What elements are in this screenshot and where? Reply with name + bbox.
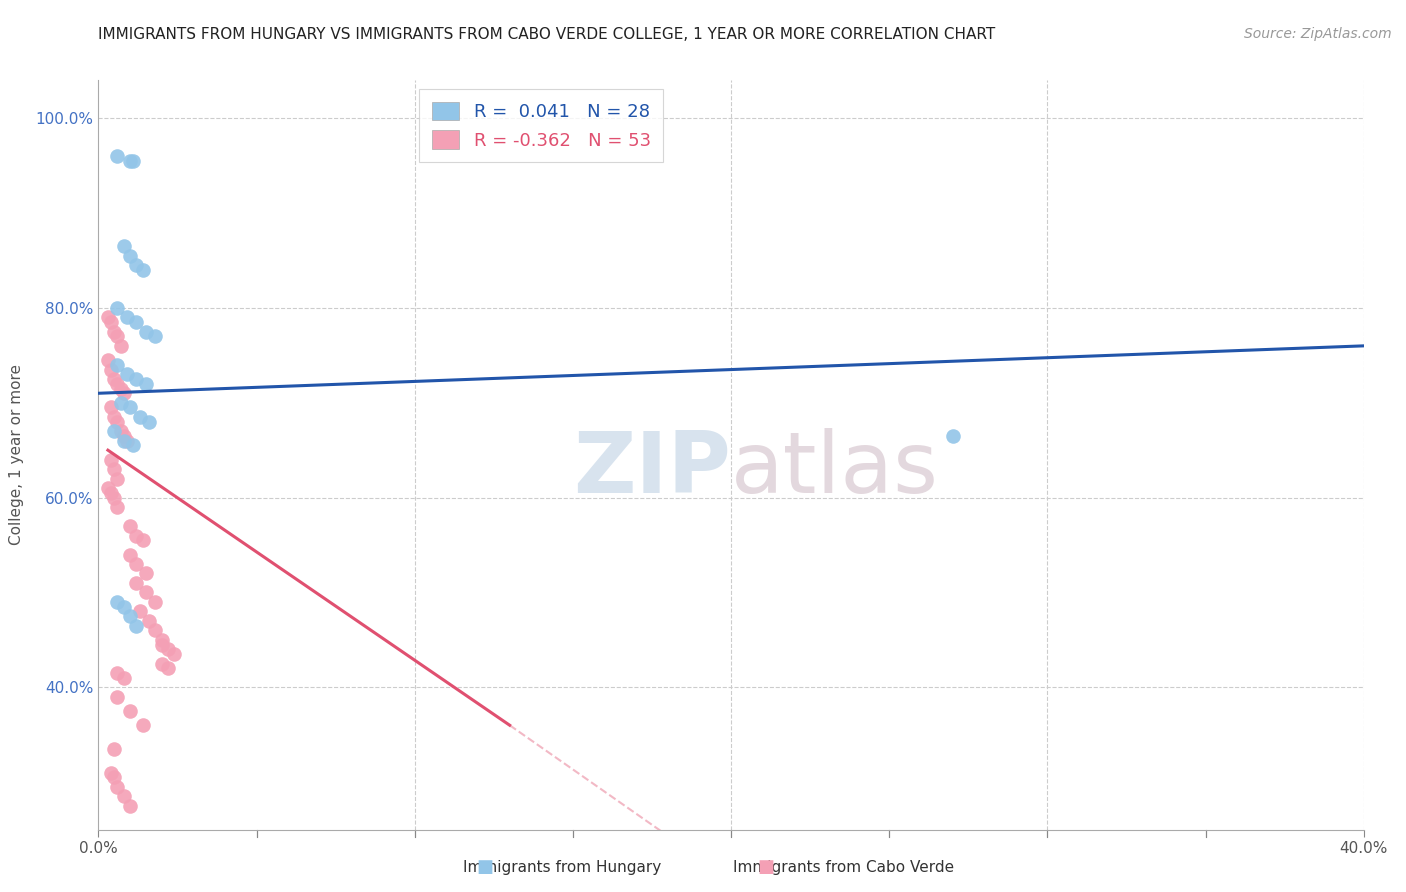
Point bbox=[112, 434, 135, 448]
Point bbox=[157, 642, 180, 657]
Point bbox=[112, 789, 135, 804]
Point bbox=[107, 415, 129, 429]
Point bbox=[110, 382, 132, 396]
Point bbox=[125, 258, 148, 272]
Text: ■: ■ bbox=[758, 858, 775, 876]
Point bbox=[100, 315, 122, 329]
Point bbox=[942, 429, 965, 443]
Point bbox=[103, 372, 125, 386]
Point bbox=[97, 310, 120, 325]
Point bbox=[103, 462, 125, 476]
Point bbox=[100, 765, 122, 780]
Point bbox=[110, 339, 132, 353]
Point bbox=[103, 491, 125, 505]
Point bbox=[122, 438, 145, 452]
Point bbox=[100, 401, 122, 415]
Point bbox=[107, 301, 129, 315]
Point bbox=[125, 557, 148, 571]
Point bbox=[103, 424, 125, 438]
Point bbox=[112, 671, 135, 685]
Y-axis label: College, 1 year or more: College, 1 year or more bbox=[10, 365, 24, 545]
Point bbox=[107, 500, 129, 514]
Point bbox=[135, 376, 157, 391]
Point bbox=[132, 718, 155, 732]
Point bbox=[132, 263, 155, 277]
Point bbox=[120, 519, 141, 533]
Point bbox=[100, 486, 122, 500]
Point bbox=[100, 452, 122, 467]
Text: Immigrants from Cabo Verde: Immigrants from Cabo Verde bbox=[733, 861, 955, 875]
Point bbox=[107, 780, 129, 794]
Point bbox=[125, 576, 148, 591]
Point bbox=[132, 533, 155, 548]
Point bbox=[125, 372, 148, 386]
Point bbox=[112, 239, 135, 253]
Point bbox=[157, 661, 180, 675]
Point bbox=[120, 249, 141, 263]
Point bbox=[115, 434, 138, 448]
Point bbox=[135, 325, 157, 339]
Point bbox=[115, 310, 138, 325]
Point bbox=[120, 401, 141, 415]
Point bbox=[103, 409, 125, 424]
Point bbox=[103, 771, 125, 785]
Point bbox=[112, 599, 135, 614]
Point bbox=[120, 704, 141, 718]
Point bbox=[110, 424, 132, 438]
Point bbox=[120, 548, 141, 562]
Point bbox=[125, 315, 148, 329]
Point bbox=[128, 409, 150, 424]
Point bbox=[107, 595, 129, 609]
Point bbox=[107, 666, 129, 681]
Point bbox=[145, 329, 166, 343]
Point bbox=[107, 329, 129, 343]
Point bbox=[120, 153, 141, 168]
Text: ■: ■ bbox=[477, 858, 494, 876]
Text: Source: ZipAtlas.com: Source: ZipAtlas.com bbox=[1244, 27, 1392, 41]
Text: atlas: atlas bbox=[731, 428, 939, 511]
Point bbox=[128, 604, 150, 618]
Point bbox=[145, 624, 166, 638]
Point bbox=[135, 585, 157, 599]
Point bbox=[138, 415, 160, 429]
Point bbox=[115, 368, 138, 382]
Point bbox=[112, 386, 135, 401]
Point bbox=[125, 618, 148, 632]
Point bbox=[107, 376, 129, 391]
Point bbox=[107, 149, 129, 163]
Point bbox=[150, 638, 173, 652]
Text: IMMIGRANTS FROM HUNGARY VS IMMIGRANTS FROM CABO VERDE COLLEGE, 1 YEAR OR MORE CO: IMMIGRANTS FROM HUNGARY VS IMMIGRANTS FR… bbox=[98, 27, 995, 42]
Point bbox=[107, 358, 129, 372]
Point bbox=[112, 429, 135, 443]
Point bbox=[100, 362, 122, 376]
Point bbox=[150, 657, 173, 671]
Point bbox=[97, 481, 120, 495]
Point bbox=[103, 742, 125, 756]
Point bbox=[120, 798, 141, 813]
Point bbox=[163, 647, 186, 661]
Legend: R =  0.041   N = 28, R = -0.362   N = 53: R = 0.041 N = 28, R = -0.362 N = 53 bbox=[419, 89, 664, 162]
Point bbox=[138, 614, 160, 628]
Point bbox=[103, 325, 125, 339]
Point bbox=[150, 632, 173, 647]
Point bbox=[107, 472, 129, 486]
Point bbox=[135, 566, 157, 581]
Text: Immigrants from Hungary: Immigrants from Hungary bbox=[463, 861, 662, 875]
Point bbox=[122, 153, 145, 168]
Point bbox=[107, 690, 129, 704]
Point bbox=[145, 595, 166, 609]
Text: ZIP: ZIP bbox=[574, 428, 731, 511]
Point bbox=[120, 609, 141, 624]
Point bbox=[97, 353, 120, 368]
Point bbox=[110, 396, 132, 410]
Point bbox=[125, 528, 148, 542]
